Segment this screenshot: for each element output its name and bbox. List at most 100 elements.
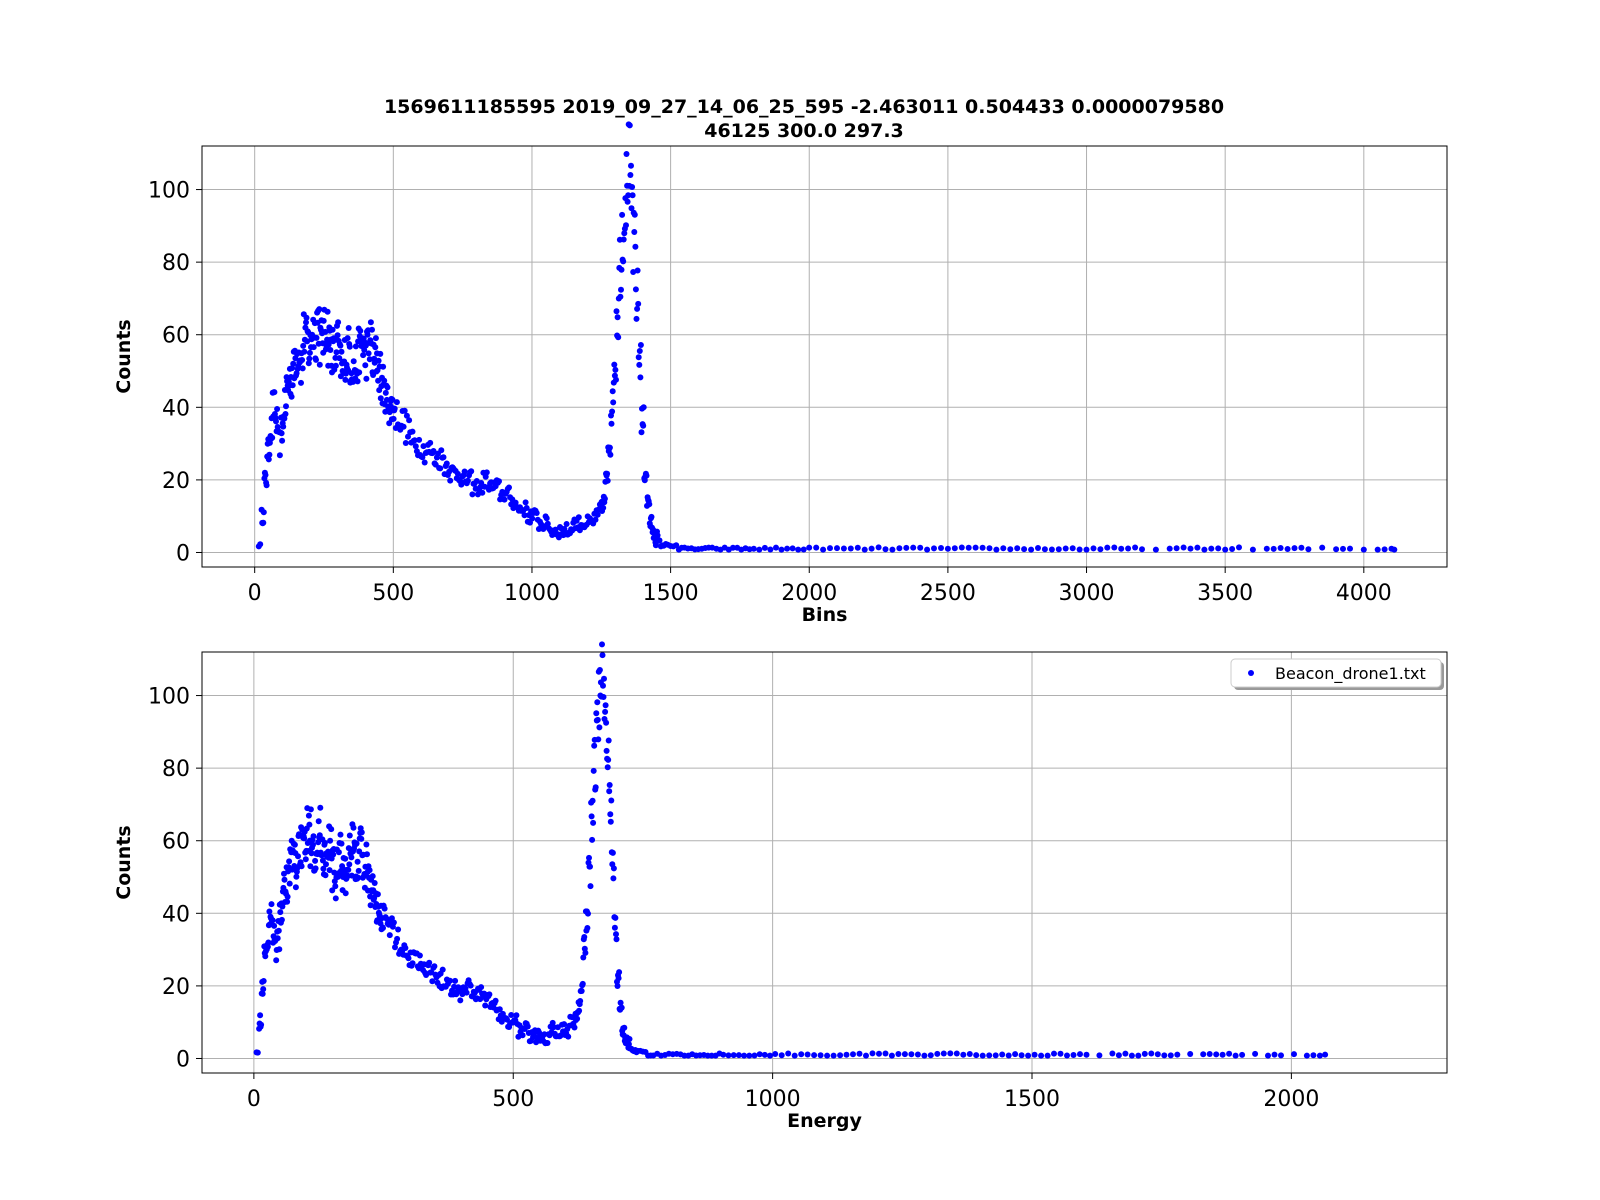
data-point xyxy=(1018,1052,1025,1059)
data-point xyxy=(273,957,280,964)
data-point xyxy=(321,839,328,846)
data-point xyxy=(308,850,315,857)
data-point xyxy=(318,852,325,859)
data-point xyxy=(640,404,647,411)
data-point xyxy=(629,184,636,190)
data-point xyxy=(269,434,276,441)
data-point xyxy=(623,151,630,157)
data-point xyxy=(631,229,638,235)
data-point xyxy=(346,343,353,350)
data-point xyxy=(306,349,313,356)
data-point xyxy=(307,863,314,870)
data-point xyxy=(431,963,438,970)
data-point xyxy=(320,865,327,872)
data-point xyxy=(306,355,313,362)
data-point xyxy=(289,382,296,389)
data-point xyxy=(360,352,367,359)
data-point xyxy=(1118,545,1125,552)
data-point xyxy=(1048,546,1055,553)
data-point xyxy=(636,348,643,354)
data-point xyxy=(458,481,465,488)
data-point xyxy=(604,764,611,771)
data-point xyxy=(1096,1052,1103,1059)
data-point xyxy=(746,1052,753,1059)
data-point xyxy=(329,326,336,333)
data-point xyxy=(374,891,381,898)
data-point xyxy=(643,472,650,479)
data-point xyxy=(299,357,306,363)
data-point xyxy=(365,350,372,357)
data-point xyxy=(965,544,972,551)
data-point xyxy=(348,854,355,861)
data-point xyxy=(605,737,612,744)
data-point xyxy=(1173,545,1180,552)
data-point xyxy=(756,1051,763,1058)
data-point xyxy=(310,841,316,848)
data-point xyxy=(342,855,349,862)
data-point xyxy=(420,443,427,450)
data-point xyxy=(1070,1052,1077,1058)
data-point xyxy=(353,840,360,847)
data-point xyxy=(392,944,398,951)
x-tick-label: 3500 xyxy=(1197,581,1253,606)
data-point xyxy=(1057,1050,1064,1057)
data-point xyxy=(282,411,289,417)
data-point xyxy=(330,851,337,858)
y-tick-label: 60 xyxy=(162,324,190,349)
data-point xyxy=(638,429,645,436)
data-point xyxy=(914,1051,921,1058)
data-point xyxy=(391,405,398,412)
data-point xyxy=(265,939,272,946)
data-point xyxy=(332,362,339,369)
data-point xyxy=(478,984,485,991)
data-point xyxy=(1069,545,1076,552)
data-point xyxy=(1090,545,1097,552)
data-point xyxy=(1340,545,1346,552)
data-point xyxy=(443,460,450,467)
data-point xyxy=(416,436,423,443)
data-point xyxy=(895,1051,902,1057)
data-point xyxy=(730,1052,737,1059)
data-point xyxy=(325,341,332,348)
data-point xyxy=(263,482,270,489)
data-point xyxy=(587,863,593,870)
data-point xyxy=(931,545,937,552)
data-point xyxy=(284,898,291,905)
legend-label: Beacon_drone1.txt xyxy=(1275,664,1426,684)
data-point xyxy=(1263,545,1270,552)
data-point xyxy=(1041,546,1048,553)
data-point xyxy=(834,545,840,552)
data-point xyxy=(369,873,376,880)
data-point xyxy=(648,513,655,520)
data-point xyxy=(468,468,475,475)
data-point xyxy=(618,266,625,273)
data-point xyxy=(380,363,387,370)
data-point xyxy=(317,804,324,811)
data-point xyxy=(882,546,889,553)
data-point xyxy=(1271,1051,1278,1058)
y-tick-label: 20 xyxy=(162,469,190,494)
data-point xyxy=(523,505,530,511)
data-point xyxy=(876,1050,882,1057)
data-point xyxy=(612,366,619,373)
data-point xyxy=(338,348,345,355)
data-point xyxy=(1141,1050,1148,1057)
data-point xyxy=(1154,1051,1161,1058)
data-point xyxy=(601,495,608,502)
data-point xyxy=(363,375,370,382)
data-point xyxy=(344,335,351,342)
data-point xyxy=(260,519,267,526)
data-point xyxy=(274,406,281,412)
data-point xyxy=(813,544,820,551)
data-point xyxy=(571,1024,578,1031)
data-point xyxy=(772,1051,779,1057)
data-point xyxy=(364,851,370,858)
data-point xyxy=(275,927,282,934)
data-point xyxy=(338,840,345,847)
data-point xyxy=(953,1050,960,1057)
data-point xyxy=(529,515,536,522)
data-point xyxy=(320,317,327,324)
data-point xyxy=(395,926,402,933)
data-point xyxy=(260,986,267,993)
data-point xyxy=(640,422,647,429)
